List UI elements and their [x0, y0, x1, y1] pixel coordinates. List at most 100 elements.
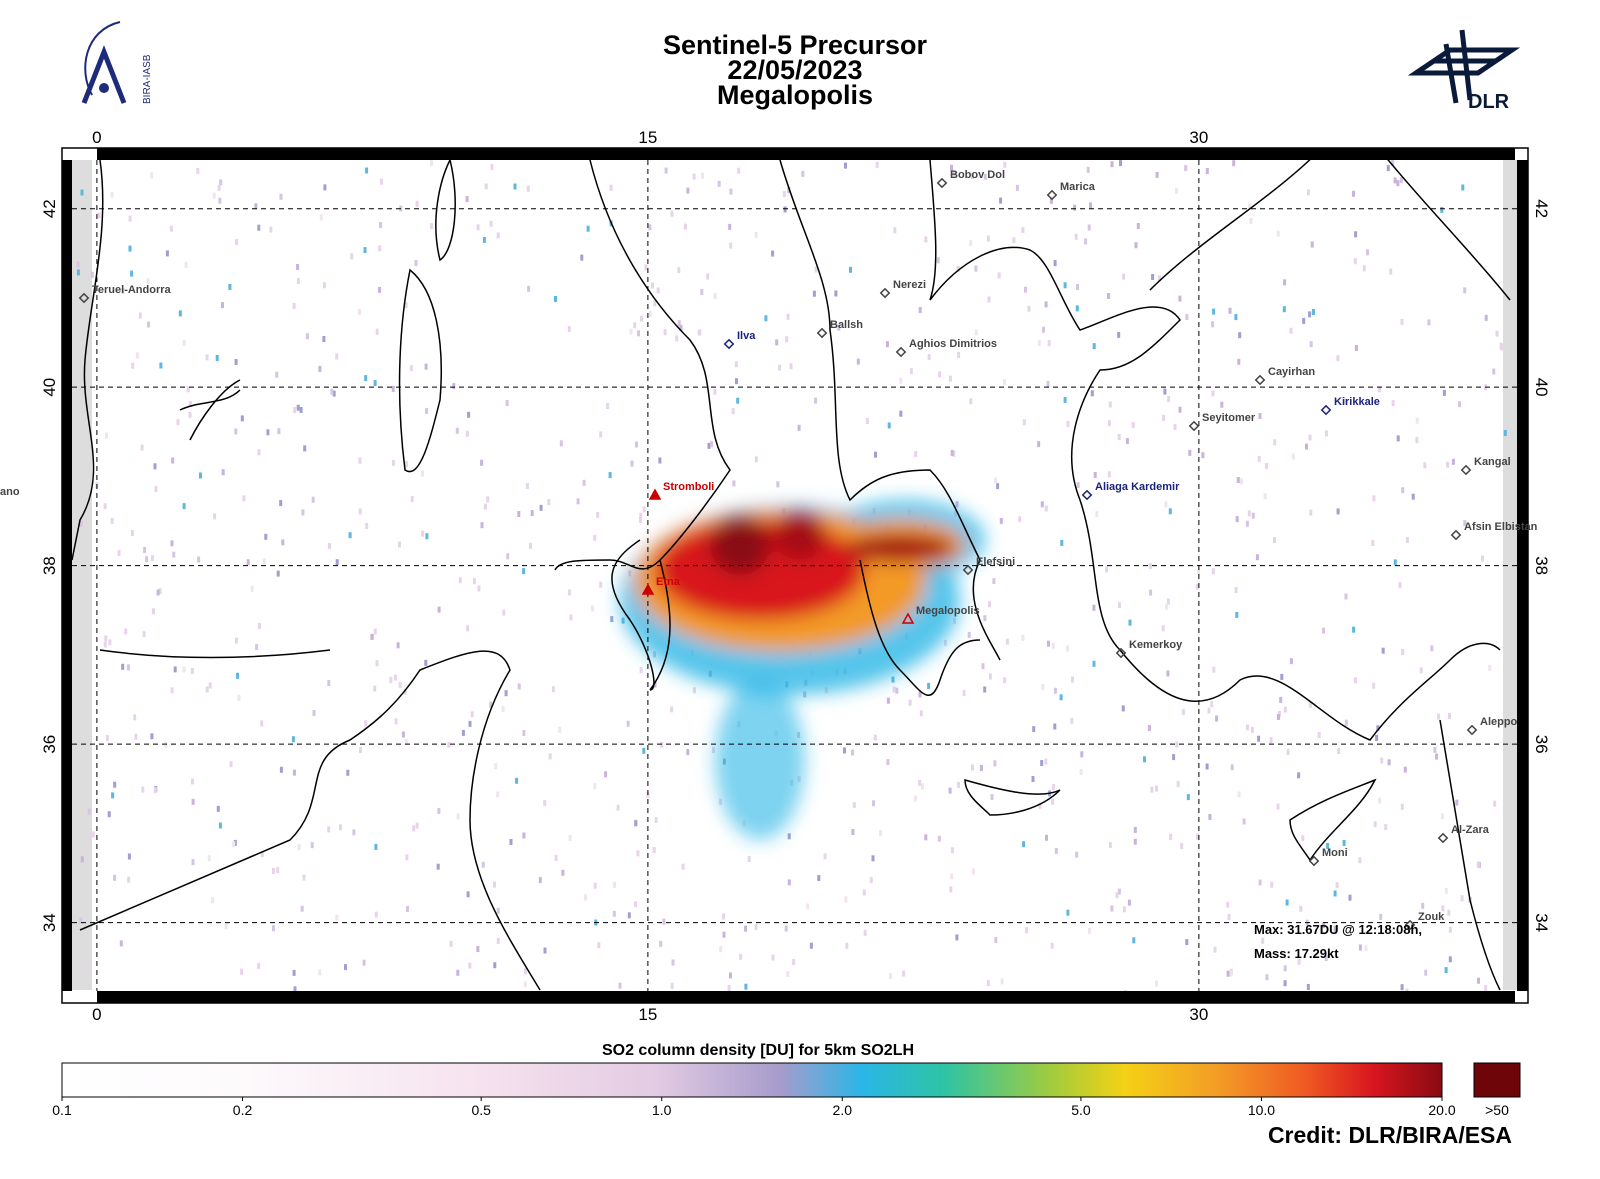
noise-pixel — [1087, 224, 1091, 231]
noise-pixel — [1108, 401, 1112, 408]
noise-pixel — [1090, 390, 1094, 397]
noise-pixel — [1107, 420, 1111, 427]
noise-pixel — [775, 339, 779, 346]
noise-pixel — [212, 192, 216, 199]
noise-pixel — [909, 368, 913, 375]
noise-pixel — [529, 542, 532, 549]
noise-pixel — [305, 333, 309, 340]
frame-bar — [62, 160, 72, 991]
noise-pixel — [393, 674, 397, 681]
noise-pixel — [362, 959, 366, 966]
noise-pixel — [924, 236, 928, 243]
noise-pixel — [823, 853, 827, 860]
noise-pixel — [1115, 892, 1119, 899]
noise-pixel — [103, 641, 107, 648]
noise-pixel — [150, 733, 154, 740]
noise-pixel — [1076, 284, 1079, 290]
noise-pixel — [1128, 619, 1132, 626]
noise-pixel — [1235, 611, 1239, 618]
noise-pixel — [686, 749, 690, 755]
noise-pixel — [1265, 974, 1269, 981]
noise-pixel — [1084, 238, 1088, 245]
noise-pixel — [127, 876, 131, 883]
noise-pixel — [1075, 305, 1079, 312]
noise-pixel — [844, 162, 847, 169]
noise-pixel — [1108, 842, 1112, 849]
noise-pixel — [489, 701, 493, 708]
noise-pixel — [652, 847, 656, 854]
noise-pixel — [375, 328, 379, 335]
noise-pixel — [276, 867, 280, 874]
noise-pixel — [130, 270, 134, 277]
noise-pixel — [899, 377, 903, 384]
noise-pixel — [188, 401, 192, 408]
noise-pixel — [1105, 566, 1109, 573]
noise-pixel — [374, 843, 378, 850]
noise-pixel — [1261, 937, 1265, 944]
noise-pixel — [886, 759, 890, 766]
noise-pixel — [1133, 838, 1137, 845]
noise-pixel — [994, 477, 998, 484]
noise-pixel — [215, 355, 219, 361]
noise-pixel — [1127, 899, 1131, 906]
noise-pixel — [79, 520, 83, 527]
noise-pixel — [370, 633, 374, 640]
graticule: 0 0 15 15 30 30 42 42 40 40 38 38 36 36 34 34 — [40, 128, 1551, 1024]
noise-pixel — [1181, 709, 1185, 716]
noise-pixel — [1277, 714, 1280, 720]
noise-pixel — [1324, 955, 1328, 961]
noise-pixel — [1500, 344, 1503, 351]
site-marker — [1254, 374, 1266, 386]
noise-pixel — [292, 969, 296, 976]
noise-pixel — [787, 879, 791, 886]
noise-pixel — [496, 907, 500, 914]
title-line: 22/05/2023 — [727, 55, 862, 85]
lat-tick-label: 38 — [40, 556, 59, 575]
noise-pixel — [1086, 166, 1090, 173]
noise-pixel — [1372, 682, 1376, 689]
noise-pixel — [1003, 379, 1007, 386]
noise-pixel — [1400, 803, 1404, 810]
noise-pixel — [216, 805, 220, 812]
noise-pixel — [543, 947, 547, 954]
noise-pixel — [522, 832, 526, 839]
noise-pixel — [1305, 443, 1308, 450]
site-marker — [936, 177, 948, 189]
noise-pixel — [364, 720, 368, 727]
noise-pixel — [517, 511, 521, 517]
noise-pixel — [731, 408, 735, 415]
noise-pixel — [490, 163, 494, 170]
noise-pixel — [110, 191, 114, 198]
noise-pixel — [97, 212, 101, 219]
noise-pixel — [221, 302, 224, 309]
frame-bars — [62, 148, 1528, 1003]
noise-pixel — [1173, 424, 1177, 431]
noise-pixel — [1066, 909, 1070, 916]
noise-pixel — [983, 686, 987, 693]
noise-pixel — [638, 516, 642, 523]
noise-pixel — [1280, 673, 1284, 680]
noise-pixel — [591, 605, 594, 612]
noise-pixel — [1201, 452, 1205, 459]
place-label: Al-Zara — [1451, 824, 1490, 836]
noise-pixel — [415, 822, 419, 829]
noise-pixel — [717, 180, 721, 187]
noise-pixel — [335, 353, 339, 360]
noise-pixel — [235, 239, 239, 246]
noise-pixel — [258, 623, 261, 629]
noise-pixel — [662, 918, 666, 925]
noise-pixel — [1197, 568, 1201, 575]
noise-pixel — [952, 170, 956, 177]
noise-pixel — [1211, 390, 1215, 397]
noise-pixel — [814, 266, 818, 273]
noise-pixel — [1455, 799, 1459, 806]
noise-pixel — [190, 778, 194, 785]
noise-pixel — [1074, 233, 1078, 240]
noise-pixel — [76, 269, 80, 276]
noise-pixel — [1322, 627, 1325, 634]
noise-pixel — [739, 953, 743, 960]
noise-pixel — [525, 483, 529, 490]
noise-pixel — [728, 223, 732, 230]
noise-pixel — [409, 365, 413, 372]
